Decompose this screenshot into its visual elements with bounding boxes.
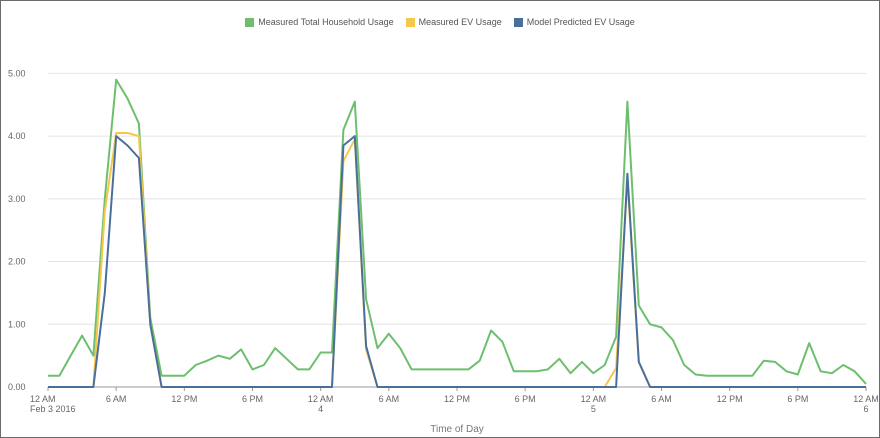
y-tick-label: 2.00 (8, 257, 26, 267)
legend-label-ev: Measured EV Usage (418, 17, 502, 27)
y-tick-label: 0.00 (8, 382, 26, 392)
x-tick-label: 6 PM (515, 394, 536, 404)
legend-label-predicted: Model Predicted EV Usage (526, 17, 635, 27)
x-axis-title: Time of Day (430, 424, 484, 435)
x-tick-label: 6 AM (379, 394, 400, 404)
legend-swatch-predicted (513, 17, 523, 27)
x-tick-label: 4 (318, 404, 323, 414)
x-tick-label: 6 PM (787, 394, 808, 404)
y-tick-label: 3.00 (8, 194, 26, 204)
legend-item-total[interactable]: Measured Total Household Usage (245, 17, 394, 27)
x-tick-label: 6 AM (106, 394, 127, 404)
x-tick-label: 12 AM (30, 394, 56, 404)
legend-swatch-total (245, 17, 255, 27)
y-tick-label: 1.00 (8, 319, 26, 329)
legend-item-predicted[interactable]: Model Predicted EV Usage (513, 17, 635, 27)
legend-label-total: Measured Total Household Usage (258, 17, 394, 27)
y-tick-label: 5.00 (8, 68, 26, 78)
x-tick-label: 12 AM (581, 394, 607, 404)
chart-legend: Measured Total Household Usage Measured … (0, 17, 880, 27)
x-tick-label: 6 (863, 404, 868, 414)
x-tick-label: 12 AM (853, 394, 879, 404)
x-tick-label: 12 AM (308, 394, 334, 404)
x-tick-label: 12 PM (171, 394, 197, 404)
y-tick-label: 4.00 (8, 131, 26, 141)
series-line-predicted-ev (48, 135, 866, 388)
series-line-total-household (48, 78, 867, 385)
x-tick-label: 12 PM (444, 394, 470, 404)
legend-item-ev[interactable]: Measured EV Usage (405, 17, 502, 27)
x-tick-label: Feb 3 2016 (30, 404, 76, 414)
x-tick-label: 6 AM (651, 394, 672, 404)
x-tick-label: 12 PM (717, 394, 743, 404)
series-line-measured-ev (48, 132, 866, 388)
x-tick-label: 5 (591, 404, 596, 414)
legend-swatch-ev (405, 17, 415, 27)
x-tick-label: 6 PM (242, 394, 263, 404)
